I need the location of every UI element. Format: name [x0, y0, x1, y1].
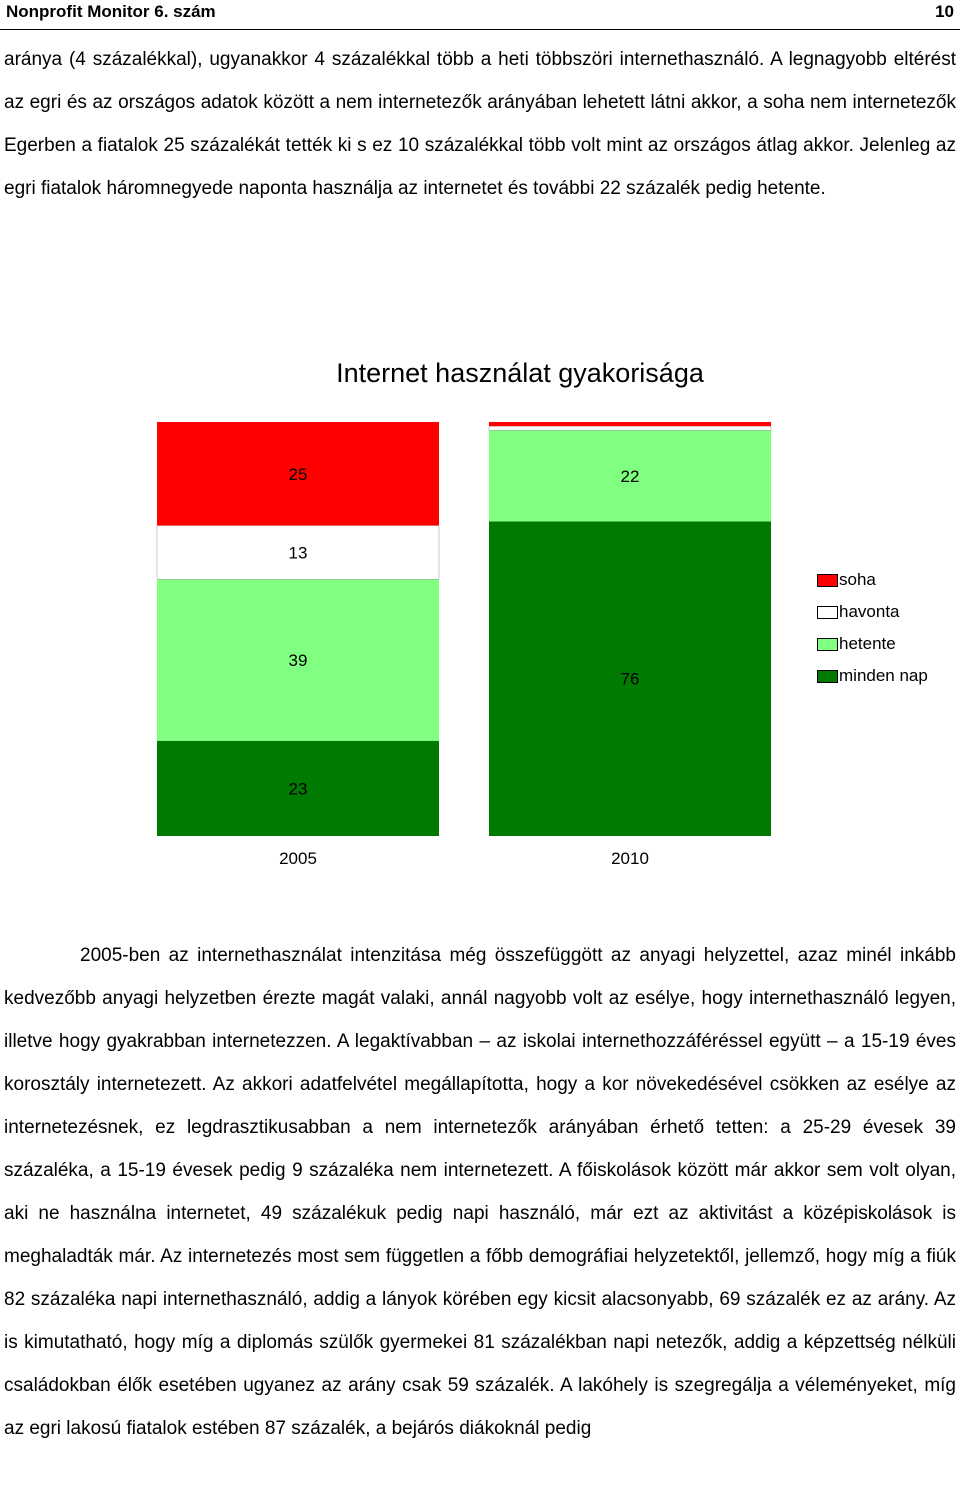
page-number: 10 — [935, 2, 954, 21]
publication-title: Nonprofit Monitor 6. szám — [6, 2, 216, 21]
legend-label: havonta — [839, 602, 900, 621]
legend-swatch — [817, 670, 838, 683]
stacked-bar-chart: 23 39 13 25 2005 76 22 2010 — [156, 422, 772, 868]
bar-segment-minden-nap-2010 — [489, 521, 771, 836]
chart-title: Internet használat gyakorisága — [336, 358, 704, 388]
legend-swatch — [817, 606, 838, 619]
x-tick-label-2010: 2010 — [611, 849, 649, 868]
bar-segment-soha-2010 — [489, 422, 771, 427]
data-label-havonta-2005: 13 — [289, 543, 308, 562]
legend-label: soha — [839, 570, 876, 589]
legend-label: minden nap — [839, 666, 928, 685]
data-label-minden-nap-2005: 23 — [289, 779, 308, 798]
body-paragraph-1: aránya (4 százalékkal), ugyanakkor 4 szá… — [4, 49, 956, 199]
bar-segment-hetente-2005 — [157, 579, 439, 741]
data-label-hetente-2010: 22 — [621, 467, 640, 486]
data-label-hetente-2005: 39 — [289, 651, 308, 670]
legend-label: hetente — [839, 634, 896, 653]
body-paragraph-2: 2005-ben az internethasználat intenzitás… — [4, 945, 956, 1439]
legend-swatch — [817, 574, 838, 587]
data-label-soha-2005: 25 — [289, 465, 308, 484]
bar-segment-havonta-2005 — [156, 525, 440, 580]
bar-segment-hetente-2010 — [489, 430, 771, 522]
bar-segment-soha-2005 — [157, 422, 439, 526]
bar-segment-havonta-2010 — [488, 425, 772, 431]
legend-swatch — [817, 638, 838, 651]
data-label-minden-nap-2010: 76 — [621, 670, 640, 689]
page-header: Nonprofit Monitor 6. szám 10 — [0, 0, 960, 30]
x-tick-label-2005: 2005 — [279, 849, 317, 868]
bar-segment-minden-nap-2005 — [157, 740, 439, 836]
